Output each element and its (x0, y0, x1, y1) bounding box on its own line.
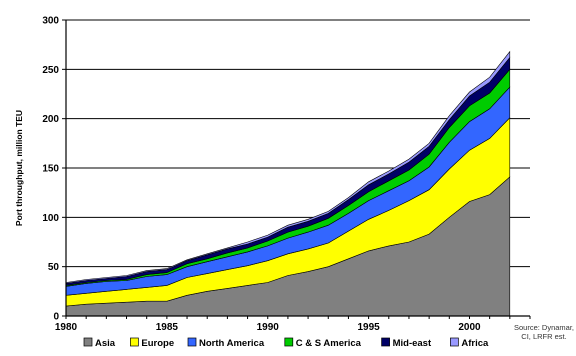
legend-swatch-europe (130, 337, 139, 347)
legend: Asia Europe North America C & S America Mid-… (83, 337, 489, 349)
y-tick-label-100: 100 (42, 213, 59, 224)
legend-label-africa: Africa (461, 338, 489, 349)
y-axis-title: Port throughput, million TEU (14, 110, 24, 226)
legend-swatch-asia (83, 337, 93, 347)
x-tick-label-1985: 1985 (156, 322, 179, 333)
x-tick-label-1990: 1990 (257, 322, 280, 333)
legend-swatch-c-s-america (284, 337, 294, 347)
y-tick-label-50: 50 (48, 262, 60, 273)
y-tick-label-250: 250 (42, 65, 59, 76)
tick-labels: 0 50 100 150 200 250 300 1980 1985 1990 1995 2000 (42, 16, 481, 334)
y-tick-label-300: 300 (42, 16, 59, 27)
gridlines (66, 19, 530, 268)
source-note-line-1: Source: Dynamar, (514, 323, 574, 332)
area-series-africa (65, 50, 511, 284)
source-note-line-2: CI, LRFR est. (521, 332, 566, 341)
legend-swatch-mid-east (381, 337, 390, 347)
legend-label-mid-east: Mid-east (393, 338, 432, 349)
y-tick-label-200: 200 (42, 114, 59, 125)
y-tick-label-150: 150 (42, 164, 59, 175)
x-tick-label-1995: 1995 (357, 322, 380, 333)
x-tick-label-1980: 1980 (55, 322, 78, 333)
legend-label-c-s-america: C & S America (296, 338, 362, 349)
legend-label-europe: Europe (141, 338, 174, 349)
legend-label-asia: Asia (95, 338, 116, 349)
legend-label-north-america: North America (199, 338, 265, 349)
y-tick-label-0: 0 (53, 312, 59, 323)
legend-swatch-africa (450, 337, 459, 347)
axes (62, 19, 531, 319)
x-tick-label-2000: 2000 (458, 322, 481, 333)
legend-swatch-north-america (187, 337, 197, 347)
